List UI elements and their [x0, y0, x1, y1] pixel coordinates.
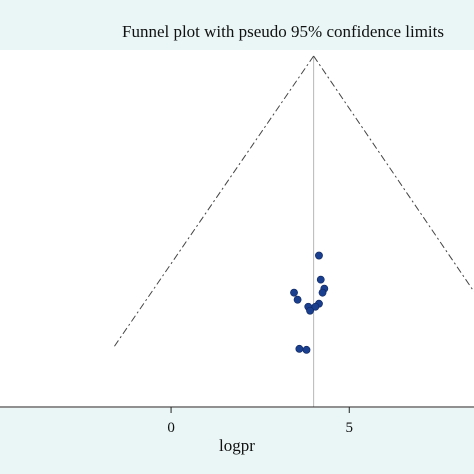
data-point-9	[306, 306, 314, 315]
title-band	[0, 0, 474, 50]
plot-background	[0, 50, 474, 408]
data-point-4	[290, 288, 298, 297]
chart-title: Funnel plot with pseudo 95% confidence l…	[121, 22, 444, 41]
data-point-5	[293, 295, 302, 304]
data-point-10	[295, 344, 304, 353]
funnel-right-limit	[313, 55, 474, 292]
data-point-3	[318, 288, 327, 297]
data-point-11	[302, 345, 311, 354]
x-axis-label: logpr	[219, 436, 255, 455]
x-tick-label-1: 5	[346, 420, 354, 436]
funnel-left-limit	[113, 55, 315, 348]
data-point-0	[315, 251, 323, 260]
data-point-1	[316, 275, 325, 284]
x-tick-label-0: 0	[167, 420, 175, 436]
